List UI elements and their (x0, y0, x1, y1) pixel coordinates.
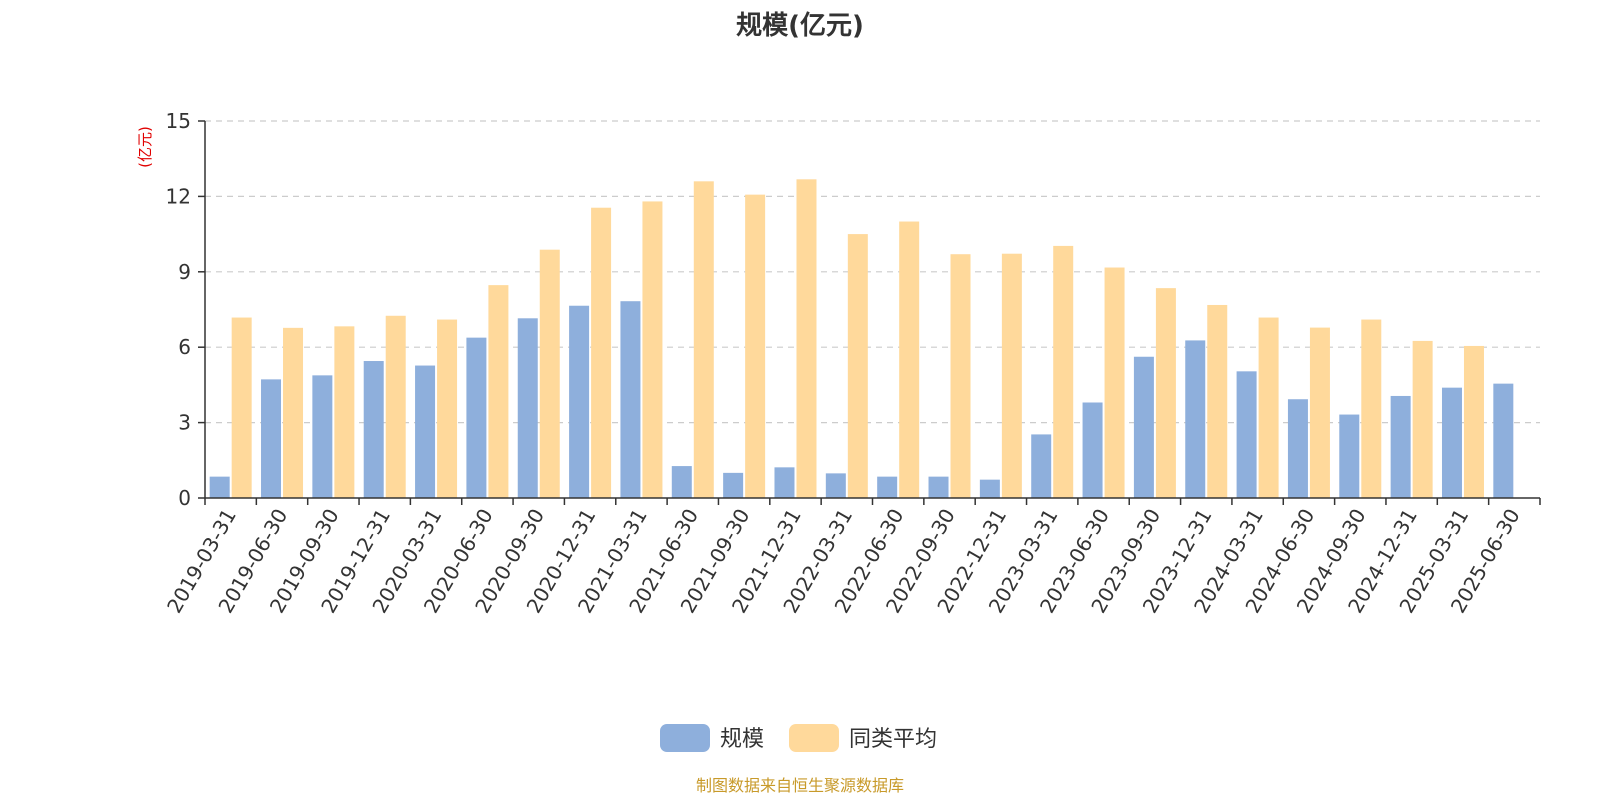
bar-peer-average (1207, 304, 1228, 498)
bar-peer-average (539, 249, 560, 498)
bar-scale (1031, 434, 1052, 498)
bars (209, 179, 1514, 499)
bar-peer-average (437, 319, 458, 498)
bar-scale (1287, 399, 1308, 498)
bar-peer-average (1412, 340, 1433, 498)
y-tick-label: 12 (166, 184, 191, 208)
bar-peer-average (847, 234, 868, 498)
bar-scale (363, 361, 384, 498)
y-tick-label: 0 (178, 486, 191, 510)
legend-item-peer-average[interactable]: 同类平均 (789, 724, 937, 752)
bar-scale (1339, 414, 1360, 498)
bar-peer-average (1155, 288, 1176, 498)
y-tick-label: 9 (178, 260, 191, 284)
bar-scale (1082, 402, 1103, 498)
legend[interactable]: 规模 同类平均 (660, 724, 937, 752)
bar-scale (825, 473, 846, 498)
legend-swatch (789, 724, 839, 752)
x-tick-labels: 2019-03-312019-06-302019-09-302019-12-31… (162, 498, 1541, 617)
bar-peer-average (231, 317, 252, 498)
bar-scale (1390, 395, 1411, 498)
bar-peer-average (1258, 317, 1279, 498)
bar-peer-average (1053, 245, 1074, 498)
bar-scale (517, 318, 538, 498)
data-source-note: 制图数据来自恒生聚源数据库 (696, 776, 904, 795)
bar-peer-average (334, 326, 355, 498)
bar-scale (671, 466, 692, 498)
bar-peer-average (1463, 345, 1484, 498)
bar-peer-average (642, 201, 663, 498)
bar-scale (209, 476, 230, 498)
bar-peer-average (1104, 267, 1125, 498)
bar-peer-average (796, 179, 817, 498)
bar-peer-average (1001, 253, 1022, 498)
bar-scale (415, 365, 436, 498)
bar-scale (466, 337, 487, 498)
bar-peer-average (488, 285, 509, 498)
bar-peer-average (693, 181, 714, 498)
legend-label: 同类平均 (849, 727, 937, 752)
bar-peer-average (1309, 327, 1330, 498)
bar-scale (620, 301, 641, 498)
bar-scale (877, 476, 898, 498)
bar-scale (979, 479, 1000, 498)
y-tick-labels: 0 3 6 9 12 15 (166, 109, 205, 510)
bar-scale (723, 472, 744, 498)
legend-item-scale[interactable]: 规模 (660, 724, 764, 752)
bar-scale (1236, 371, 1257, 498)
bar-scale (261, 379, 282, 498)
bar-scale (928, 476, 949, 498)
bar-peer-average (385, 315, 406, 498)
bar-scale (569, 305, 590, 498)
bar-scale (1493, 383, 1514, 498)
bar-peer-average (591, 207, 612, 498)
bar-scale (312, 375, 333, 498)
bar-peer-average (745, 194, 766, 498)
chart-title: 规模(亿元) (736, 11, 864, 41)
bar-scale (1133, 356, 1154, 498)
bar-peer-average (950, 254, 971, 498)
bar-peer-average (1361, 319, 1382, 498)
bar-scale (774, 467, 795, 498)
y-tick-label: 6 (178, 335, 191, 359)
y-axis-unit-label: (亿元) (136, 126, 154, 168)
bar-scale (1185, 340, 1206, 498)
bar-peer-average (283, 327, 304, 498)
legend-swatch (660, 724, 710, 752)
bar-peer-average (899, 221, 920, 499)
y-tick-label: 3 (178, 411, 191, 435)
legend-label: 规模 (720, 727, 764, 752)
y-tick-label: 15 (166, 109, 191, 133)
bar-scale (1441, 387, 1462, 498)
